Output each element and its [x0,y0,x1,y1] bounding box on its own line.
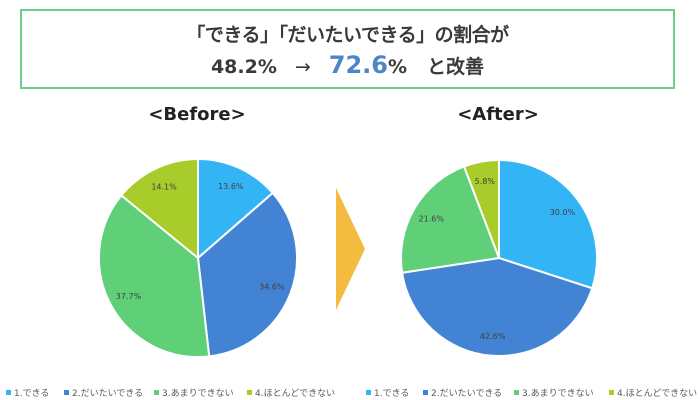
legend-item: 1.できる [366,386,409,399]
legend-marker-icon [154,390,159,395]
pie-slice [498,158,598,290]
legend-item: 2.だいたいできる [423,386,502,399]
legend-marker-icon [247,390,252,395]
legend-label: 2.だいたいできる [431,389,503,399]
pie-data-label: 13.6% [218,182,244,191]
headline-box: 「できる」「だいたいできる」の割合が 48.2% → 72.6% と改善 [20,9,675,89]
pie-slice [400,165,501,274]
before-chart-title: <Before> [148,104,246,125]
pie-data-label: 14.1% [151,182,177,191]
legend-label: 4.ほとんどできない [255,389,336,399]
pie-data-label: 21.6% [419,215,445,224]
after-chart-title: <After> [457,104,539,125]
arrow-icon: → [294,56,311,78]
pie-slice [98,193,211,358]
pie-slice [196,191,298,358]
legend-marker-icon [366,390,371,395]
legend-marker-icon [6,390,11,395]
legend-item: 2.だいたいできる [64,386,143,399]
legend-label: 4.ほとんどできない [617,389,698,399]
legend-marker-icon [64,390,69,395]
legend-label: 3.あまりできない [522,389,594,399]
pie-slice [197,157,275,261]
pie-slice [400,256,594,358]
improvement-text: と改善 [427,56,485,78]
legend-label: 3.あまりできない [162,389,234,399]
legend-item: 1.できる [6,386,49,399]
headline-line2: 48.2% → 72.6% と改善 [22,51,673,79]
pie-data-label: 42.6% [480,332,506,341]
pie-data-label: 37.7% [116,292,142,301]
legend-marker-icon [514,390,519,395]
legend-label: 1.できる [14,389,50,399]
legend-item: 4.ほとんどできない [247,386,335,399]
pie-slice [119,157,199,261]
before-pie-chart: 13.6% 34.6% 37.7% 14.1% [98,157,298,358]
pie-data-label: 34.6% [259,283,285,292]
legend-label: 2.だいたいできる [72,389,144,399]
legend-label: 1.できる [374,389,410,399]
legend-item: 3.あまりできない [514,386,594,399]
legend-marker-icon [423,390,428,395]
pie-data-label: 5.8% [475,177,496,186]
pie-data-label: 30.0% [550,208,576,217]
right-triangle-arrow-icon [336,188,365,310]
pie-slice [462,158,500,259]
legend-item: 4.ほとんどできない [609,386,697,399]
before-rate: 48.2% [210,56,277,78]
after-pie-chart: 30.0% 42.6% 21.6% 5.8% [400,158,598,358]
after-rate-unit: % [388,56,408,78]
legend-item: 3.あまりできない [154,386,234,399]
after-rate-value: 72.6 [328,51,388,79]
legend-marker-icon [609,390,614,395]
headline-line1: 「できる」「だいたいできる」の割合が [186,24,509,46]
